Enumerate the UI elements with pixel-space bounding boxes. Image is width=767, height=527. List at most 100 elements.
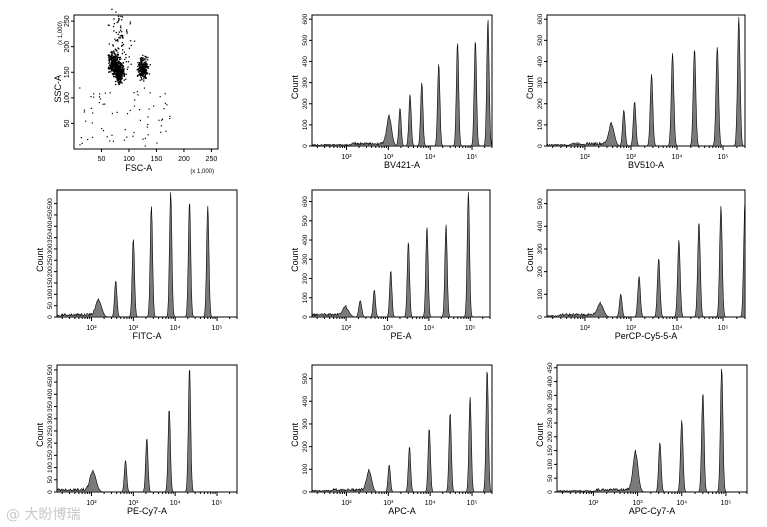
scatter-point bbox=[147, 123, 149, 126]
scatter-point bbox=[111, 134, 113, 136]
scatter-point bbox=[122, 49, 124, 51]
y-tick-label: 300 bbox=[547, 403, 554, 414]
x-tick-label: 10² bbox=[588, 500, 599, 507]
scatter-point bbox=[117, 80, 119, 82]
scatter-point bbox=[122, 37, 124, 39]
scatter-point bbox=[126, 68, 128, 70]
scatter-point bbox=[115, 58, 117, 60]
x-tick-label: 10⁴ bbox=[425, 500, 436, 507]
scatter-point bbox=[141, 78, 143, 80]
y-tick-label: 250 bbox=[547, 417, 554, 428]
y-tick-label: 200 bbox=[64, 41, 71, 53]
scatter-point bbox=[113, 69, 116, 71]
scatter-point bbox=[144, 145, 146, 147]
scatter-point bbox=[124, 129, 126, 131]
y-axis-label: Count bbox=[35, 422, 45, 447]
scatter-point bbox=[119, 78, 121, 80]
scatter-point bbox=[141, 58, 144, 60]
scatter-point bbox=[143, 87, 146, 89]
scatter-point bbox=[110, 61, 112, 63]
scatter-point bbox=[139, 68, 141, 71]
plot-frame bbox=[311, 14, 493, 147]
y-axis-label: Count bbox=[290, 75, 300, 100]
scatter-point bbox=[112, 69, 114, 71]
scatter-point bbox=[125, 56, 127, 59]
scatter-point bbox=[145, 71, 147, 73]
scatter-point bbox=[123, 68, 125, 70]
y-tick-label: 200 bbox=[302, 273, 309, 284]
scatter-point bbox=[114, 61, 116, 63]
y-tick-label: 400 bbox=[547, 376, 554, 387]
x-tick-label: 10² bbox=[341, 154, 352, 161]
x-tick-label: 10⁵ bbox=[718, 325, 729, 332]
histogram-area bbox=[546, 17, 745, 147]
watermark: @ 大盼博瑞 bbox=[6, 507, 81, 523]
scatter-point bbox=[164, 93, 166, 95]
scatter-point bbox=[145, 56, 147, 58]
x-tick-label: 10³ bbox=[383, 154, 394, 161]
scatter-point bbox=[121, 16, 124, 18]
scatter-point bbox=[117, 75, 119, 77]
x-tick-label: 10⁴ bbox=[425, 154, 436, 161]
scatter-point bbox=[113, 51, 115, 53]
y-tick-label: 400 bbox=[302, 234, 309, 245]
x-axis-label: BV421-A bbox=[384, 160, 420, 170]
scatter-point bbox=[118, 71, 120, 73]
scatter-point bbox=[114, 59, 116, 62]
scatter-point bbox=[141, 66, 143, 68]
scatter-point bbox=[116, 62, 118, 64]
scatter-point bbox=[122, 65, 124, 67]
scatter-point bbox=[115, 83, 117, 86]
y-tick-label: 500 bbox=[47, 364, 54, 375]
scatter-point bbox=[113, 72, 115, 74]
scatter-point bbox=[115, 49, 117, 51]
scatter-point bbox=[114, 66, 116, 69]
scatter-point bbox=[129, 23, 131, 25]
histogram-area bbox=[311, 192, 490, 318]
y-tick-label: 500 bbox=[302, 373, 309, 384]
scatter-point bbox=[120, 73, 122, 75]
y-axis-label: Count bbox=[525, 75, 535, 100]
scatter-point bbox=[143, 69, 145, 71]
scatter-point bbox=[139, 64, 141, 66]
y-axis-label: Count bbox=[35, 247, 45, 272]
scatter-point bbox=[145, 72, 147, 75]
scatter-point bbox=[114, 69, 117, 72]
x-tick-label: 10⁵ bbox=[467, 500, 478, 507]
x-tick-label: 10⁵ bbox=[212, 500, 223, 507]
histogram-area bbox=[311, 371, 493, 493]
scatter-point bbox=[118, 37, 121, 39]
y-axis-multiplier: (x 1,000) bbox=[58, 21, 64, 45]
scatter-point bbox=[139, 119, 141, 121]
y-tick-label: 0 bbox=[537, 315, 544, 319]
scatter-point bbox=[114, 48, 116, 50]
scatter-point bbox=[146, 63, 148, 65]
scatter-point bbox=[99, 98, 102, 100]
y-tick-label: 0 bbox=[47, 315, 54, 319]
scatter-point bbox=[166, 104, 168, 106]
scatter-point bbox=[140, 68, 142, 70]
y-tick-label: 200 bbox=[547, 431, 554, 442]
y-tick-label: 300 bbox=[302, 77, 309, 88]
scatter-point bbox=[115, 56, 118, 58]
scatter-point bbox=[147, 134, 149, 136]
scatter-point bbox=[143, 59, 145, 61]
scatter-point bbox=[93, 96, 95, 98]
scatter-point bbox=[111, 62, 114, 64]
scatter-point bbox=[133, 131, 135, 134]
y-tick-label: 150 bbox=[547, 445, 554, 456]
scatter-point bbox=[139, 66, 142, 68]
scatter-point bbox=[87, 138, 89, 141]
scatter-point bbox=[165, 130, 167, 132]
scatter-point bbox=[137, 94, 139, 96]
scatter-point bbox=[137, 75, 139, 77]
scatter-point bbox=[140, 69, 143, 71]
scatter-point bbox=[156, 142, 158, 144]
y-axis-label: Count bbox=[290, 422, 300, 447]
scatter-point bbox=[108, 62, 110, 65]
scatter-point bbox=[118, 82, 120, 85]
scatter-point bbox=[118, 57, 120, 59]
scatter-point bbox=[115, 40, 117, 42]
scatter-point bbox=[111, 66, 113, 68]
scatter-point bbox=[115, 65, 117, 67]
